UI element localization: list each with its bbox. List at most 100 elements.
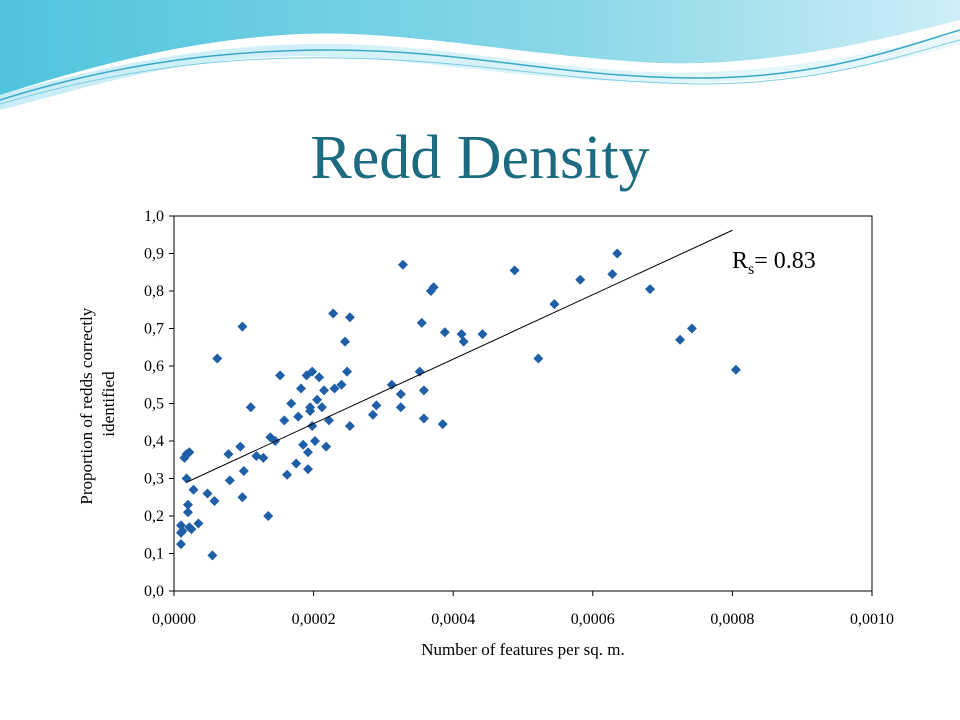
data-point	[212, 353, 223, 364]
x-axis-title: Number of features per sq. m.	[421, 640, 624, 659]
y-tick-label: 0,5	[144, 396, 164, 413]
data-point	[235, 441, 246, 452]
rs-annotation-subscript: s	[748, 261, 754, 278]
data-point	[549, 299, 560, 310]
data-point	[309, 436, 320, 446]
data-point	[414, 366, 425, 377]
data-point	[319, 385, 330, 396]
y-tick-label: 0,7	[144, 321, 164, 338]
data-point	[575, 274, 586, 285]
data-point	[193, 518, 204, 529]
data-point	[367, 409, 378, 420]
data-point	[237, 321, 248, 332]
data-point	[188, 484, 199, 495]
data-point	[645, 284, 656, 295]
x-tick-label: 0,0006	[571, 611, 615, 628]
data-point	[237, 492, 248, 503]
x-axis-ticks: 0,0000 0,0002 0,0004 0,0006 0,0008 0,0010	[152, 591, 894, 628]
data-point	[612, 248, 623, 259]
data-points	[175, 248, 741, 561]
data-point	[182, 507, 193, 518]
data-point	[298, 439, 309, 450]
data-point	[328, 308, 339, 319]
data-point	[336, 379, 347, 390]
data-point	[439, 327, 450, 338]
x-tick-label: 0,0004	[431, 611, 475, 628]
data-point	[418, 385, 429, 396]
data-point	[395, 402, 406, 413]
data-point	[607, 269, 618, 280]
y-axis-title-line2: identified	[99, 371, 118, 437]
data-point	[224, 475, 235, 486]
data-point	[456, 329, 467, 340]
data-point	[509, 265, 520, 276]
y-axis-title: Proportion of redds correctly identified	[77, 303, 118, 504]
data-point	[340, 336, 351, 347]
rs-annotation: Rs= 0.83	[732, 248, 816, 278]
data-point	[279, 415, 290, 426]
data-point	[307, 366, 318, 377]
data-point	[305, 402, 316, 413]
data-point	[184, 447, 195, 458]
y-tick-label: 0,2	[144, 508, 164, 525]
y-axis-ticks: 0,0 0,1 0,2 0,3 0,4 0,5 0,6 0,7 0,8 0,9 1,0	[144, 208, 174, 600]
data-point	[316, 402, 327, 413]
data-point	[245, 402, 256, 413]
data-point	[177, 526, 188, 536]
header-wave-decoration	[0, 0, 960, 110]
data-point	[303, 464, 314, 475]
data-point	[371, 400, 382, 411]
data-point	[207, 550, 218, 561]
trendline	[186, 229, 733, 483]
data-point	[477, 329, 488, 340]
data-point	[533, 353, 544, 364]
data-point	[293, 411, 304, 422]
y-tick-label: 0,8	[144, 283, 164, 300]
data-point	[258, 452, 269, 463]
y-axis-title-line1: Proportion of redds correctly	[77, 307, 96, 504]
data-point	[275, 370, 286, 381]
y-tick-label: 0,1	[144, 546, 164, 563]
data-point	[342, 366, 353, 377]
data-point	[175, 539, 186, 550]
x-tick-label: 0,0000	[152, 611, 196, 628]
data-point	[675, 334, 686, 345]
data-point	[282, 469, 293, 480]
data-point	[303, 447, 314, 458]
data-point	[314, 372, 325, 383]
data-point	[286, 398, 297, 409]
data-point	[238, 466, 249, 476]
data-point	[730, 364, 741, 375]
x-tick-label: 0,0002	[292, 611, 336, 628]
rs-annotation-rest: = 0.83	[754, 248, 816, 274]
data-point	[395, 389, 406, 400]
data-point	[329, 383, 340, 394]
x-tick-label: 0,0008	[710, 611, 754, 628]
data-point	[312, 394, 323, 405]
data-point	[251, 451, 262, 461]
data-point	[418, 413, 429, 424]
data-point	[428, 282, 439, 293]
data-point	[182, 499, 193, 510]
x-tick-label: 0,0010	[850, 611, 894, 628]
data-point	[386, 379, 397, 390]
y-tick-label: 0,4	[144, 433, 164, 450]
data-point	[344, 312, 355, 323]
y-tick-label: 1,0	[144, 208, 164, 225]
data-point	[223, 449, 234, 460]
y-tick-label: 0,3	[144, 471, 164, 488]
data-point	[186, 524, 197, 535]
data-point	[458, 336, 469, 347]
rs-annotation-main: R	[732, 248, 748, 274]
data-point	[686, 323, 697, 334]
y-tick-label: 0,9	[144, 246, 164, 263]
data-point	[416, 317, 427, 328]
y-tick-label: 0,0	[144, 583, 164, 600]
data-point	[291, 458, 302, 469]
data-point	[296, 383, 307, 394]
data-point	[437, 419, 448, 430]
data-point	[344, 421, 355, 431]
data-point	[321, 441, 332, 452]
slide-title: Redd Density	[310, 124, 650, 192]
